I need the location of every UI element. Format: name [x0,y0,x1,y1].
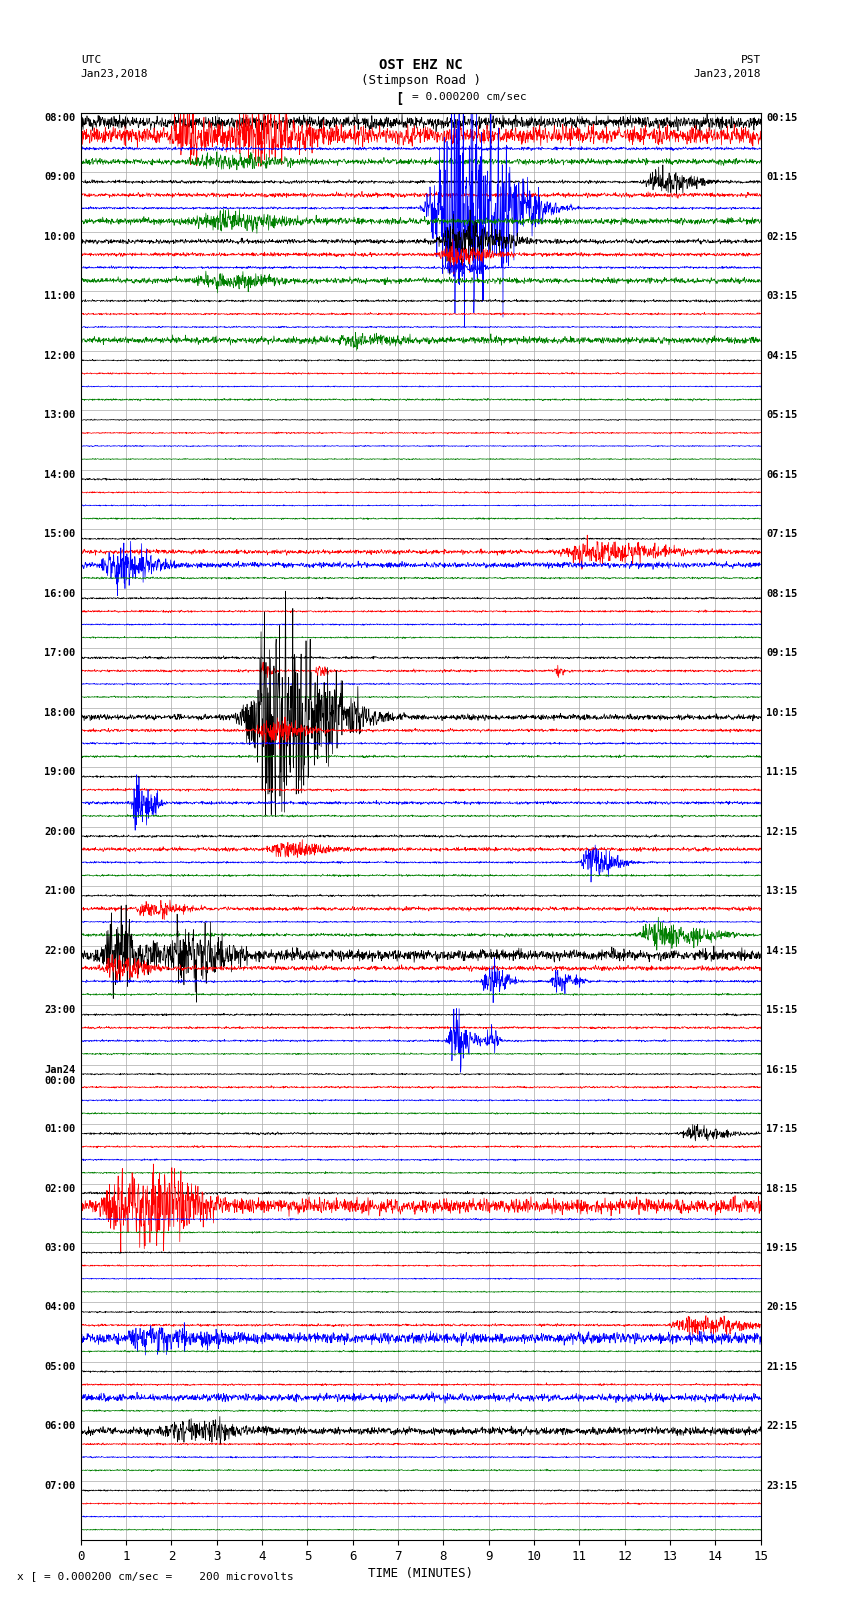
Text: 22:00: 22:00 [44,945,75,955]
Text: 08:00: 08:00 [44,113,75,123]
Text: 06:15: 06:15 [767,469,797,479]
Text: 22:15: 22:15 [767,1421,797,1431]
Text: Jan24
00:00: Jan24 00:00 [44,1065,75,1086]
Text: 01:00: 01:00 [44,1124,75,1134]
Text: UTC: UTC [81,55,101,65]
Text: 07:15: 07:15 [767,529,797,539]
Text: 18:15: 18:15 [767,1184,797,1194]
Text: 08:15: 08:15 [767,589,797,598]
Text: 19:15: 19:15 [767,1244,797,1253]
Text: 10:00: 10:00 [44,232,75,242]
Text: OST EHZ NC: OST EHZ NC [379,58,462,73]
Text: 23:00: 23:00 [44,1005,75,1015]
Text: 10:15: 10:15 [767,708,797,718]
Text: 19:00: 19:00 [44,768,75,777]
Text: 03:00: 03:00 [44,1244,75,1253]
Text: 01:15: 01:15 [767,173,797,182]
Text: 15:15: 15:15 [767,1005,797,1015]
Text: 16:00: 16:00 [44,589,75,598]
Text: 09:00: 09:00 [44,173,75,182]
Text: [: [ [395,92,404,106]
Text: 12:00: 12:00 [44,350,75,361]
Text: = 0.000200 cm/sec: = 0.000200 cm/sec [412,92,527,102]
Text: Jan23,2018: Jan23,2018 [81,69,148,79]
Text: x [ = 0.000200 cm/sec =    200 microvolts: x [ = 0.000200 cm/sec = 200 microvolts [17,1571,294,1581]
Text: 21:00: 21:00 [44,886,75,897]
Text: Jan23,2018: Jan23,2018 [694,69,761,79]
Text: 20:15: 20:15 [767,1303,797,1313]
Text: 04:15: 04:15 [767,350,797,361]
Text: 05:15: 05:15 [767,410,797,421]
Text: 02:15: 02:15 [767,232,797,242]
Text: 02:00: 02:00 [44,1184,75,1194]
Text: 17:00: 17:00 [44,648,75,658]
Text: 11:15: 11:15 [767,768,797,777]
Text: 13:15: 13:15 [767,886,797,897]
Text: 11:00: 11:00 [44,292,75,302]
Text: 07:00: 07:00 [44,1481,75,1490]
Text: (Stimpson Road ): (Stimpson Road ) [360,74,481,87]
Text: 14:00: 14:00 [44,469,75,479]
Text: 17:15: 17:15 [767,1124,797,1134]
Text: 09:15: 09:15 [767,648,797,658]
Text: 04:00: 04:00 [44,1303,75,1313]
Text: 00:15: 00:15 [767,113,797,123]
X-axis label: TIME (MINUTES): TIME (MINUTES) [368,1568,473,1581]
Text: PST: PST [740,55,761,65]
Text: 06:00: 06:00 [44,1421,75,1431]
Text: 14:15: 14:15 [767,945,797,955]
Text: 21:15: 21:15 [767,1361,797,1373]
Text: 23:15: 23:15 [767,1481,797,1490]
Text: 15:00: 15:00 [44,529,75,539]
Text: 05:00: 05:00 [44,1361,75,1373]
Text: 20:00: 20:00 [44,826,75,837]
Text: 13:00: 13:00 [44,410,75,421]
Text: 16:15: 16:15 [767,1065,797,1074]
Text: 12:15: 12:15 [767,826,797,837]
Text: 18:00: 18:00 [44,708,75,718]
Text: 03:15: 03:15 [767,292,797,302]
